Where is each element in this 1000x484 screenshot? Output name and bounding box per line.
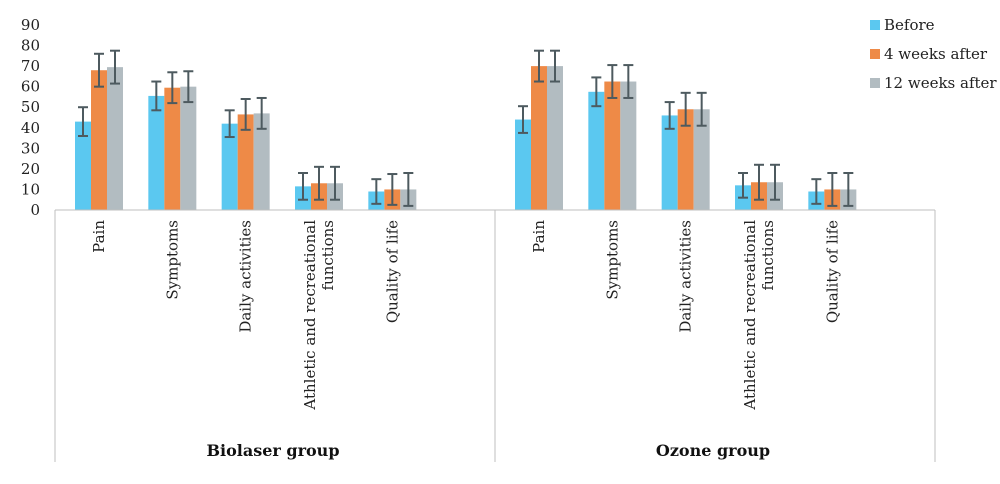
legend: Before 4 weeks after 12 weeks after xyxy=(870,16,997,92)
legend-swatch xyxy=(870,49,880,59)
bar xyxy=(75,121,91,210)
y-tick-label: 40 xyxy=(21,119,40,137)
bar xyxy=(107,67,123,210)
bar xyxy=(221,123,238,210)
legend-swatch xyxy=(870,78,880,88)
bar xyxy=(164,87,181,210)
category-label: functions xyxy=(759,220,777,291)
y-tick-label: 10 xyxy=(21,180,40,198)
bar xyxy=(515,119,531,210)
y-tick-label: 80 xyxy=(21,37,40,55)
bar xyxy=(588,91,605,210)
y-tick-label: 90 xyxy=(21,16,40,34)
category-label: Daily activities xyxy=(237,220,255,333)
bar xyxy=(237,114,254,210)
y-tick-label: 30 xyxy=(21,139,40,157)
bar xyxy=(531,66,547,210)
y-tick-label: 0 xyxy=(30,201,40,219)
y-tick-label: 20 xyxy=(21,160,40,178)
bars xyxy=(75,49,857,211)
legend-label: 4 weeks after xyxy=(884,45,988,63)
category-label: Daily activities xyxy=(677,220,695,333)
legend-label: Before xyxy=(884,16,935,34)
bar xyxy=(661,115,678,210)
category-label: Symptoms xyxy=(163,220,181,300)
category-label: Quality of life xyxy=(823,220,841,323)
category-label: Athletic and recreational xyxy=(301,220,319,411)
bar xyxy=(620,81,637,211)
group-label: Biolaser group xyxy=(206,441,339,460)
category-label: Quality of life xyxy=(383,220,401,323)
y-axis: 0 10 20 30 40 50 60 70 80 90 xyxy=(21,16,40,219)
category-label: Symptoms xyxy=(603,220,621,300)
category-label: functions xyxy=(319,220,337,291)
bar xyxy=(148,95,165,210)
y-tick-label: 60 xyxy=(21,78,40,96)
bar xyxy=(677,109,694,210)
category-label: Athletic and recreational xyxy=(741,220,759,411)
bar xyxy=(693,109,710,210)
legend-swatch xyxy=(870,20,880,30)
bar xyxy=(253,113,270,210)
legend-label: 12 weeks after xyxy=(884,74,997,92)
y-tick-label: 70 xyxy=(21,57,40,75)
bar xyxy=(604,81,621,211)
y-tick-label: 50 xyxy=(21,98,40,116)
category-label: Pain xyxy=(90,220,108,253)
bar xyxy=(180,86,197,210)
category-label: Pain xyxy=(530,220,548,253)
x-axis: Pain Symptoms Daily activities Athletic and… xyxy=(54,209,936,462)
bar xyxy=(91,70,107,210)
bar xyxy=(547,66,563,210)
group-label: Ozone group xyxy=(656,441,770,460)
